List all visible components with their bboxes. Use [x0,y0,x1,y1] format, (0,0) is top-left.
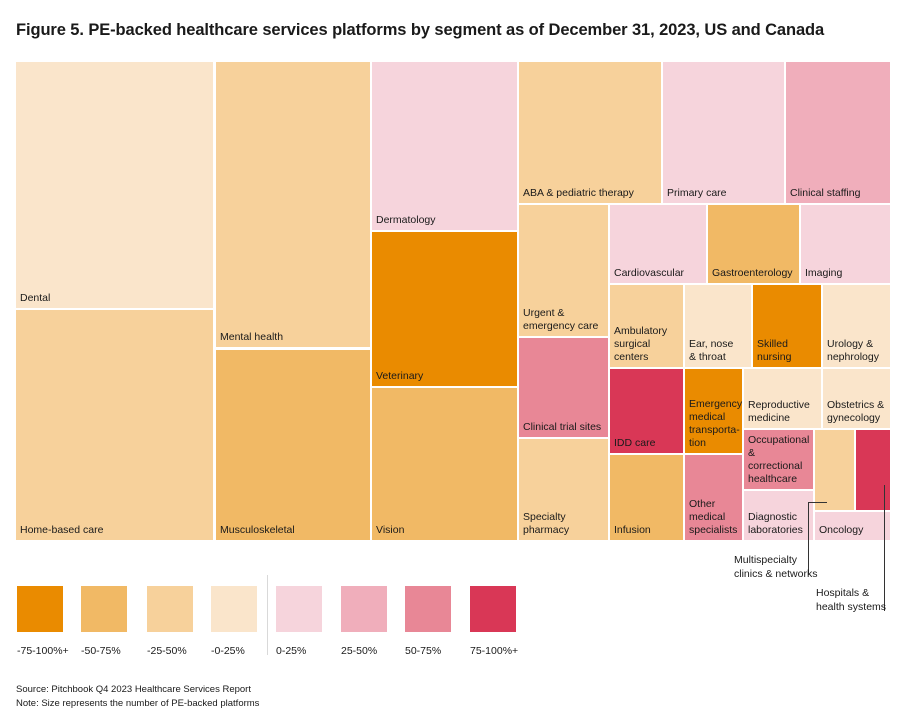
tile-ambulatory-surgical-centers: Ambulatory surgical centers [610,285,683,367]
legend-swatch-75-100 [470,586,516,632]
legend-swatch-0-25 [211,586,257,632]
tile-label: Ear, nose & throat [689,338,734,363]
tile-cardiovascular: Cardiovascular [610,205,706,283]
tile-mental-health: Mental health [216,62,370,347]
tile-dental: Dental [16,62,213,308]
legend-label: 0-25% [276,645,307,657]
legend-label: 75-100%+ [470,645,519,657]
tile-label: Veterinary [376,370,424,382]
tile-label: Reproductive medicine [748,399,810,424]
tile-urgent-emergency-care: Urgent & emergency care [519,205,608,336]
tile-label: Dental [20,292,51,304]
callout-hospitals: Hospitals & health systems [816,587,887,613]
legend-label: -50-75% [81,645,121,657]
tile-label: Clinical staffing [790,187,861,199]
source-note: Source: Pitchbook Q4 2023 Healthcare Ser… [16,684,251,695]
callout-line-multispecialty-v [808,502,809,574]
tile-home-based-care: Home-based care [16,310,213,540]
size-note: Note: Size represents the number of PE-b… [16,698,260,709]
legend-label: -0-25% [211,645,245,657]
tile-obstetrics-gynecology: Obstetrics & gynecology [823,369,890,428]
legend-label: -25-50% [147,645,187,657]
tile-label: Emergency medical transporta- tion [689,398,743,449]
tile-musculoskeletal: Musculoskeletal [216,350,370,540]
tile-label: ABA & pediatric therapy [523,187,634,199]
tile-veterinary: Veterinary [372,232,517,386]
tile-label: Occupational & correctional healthcare [748,434,810,485]
tile-occupational-correctional-healthcare: Occupational & correctional healthcare [744,430,813,489]
tile-reproductive-medicine: Reproductive medicine [744,369,821,428]
tile-label: Mental health [220,331,284,343]
callout-line-multispecialty-h [808,502,827,503]
legend-swatch-25-50 [341,586,387,632]
tile-other-medical-specialists: Other medical specialists [685,455,742,540]
legend-label: 50-75% [405,645,442,657]
tile-urology-nephrology: Urology & nephrology [823,285,890,367]
legend-swatch-75-100 [17,586,63,632]
legend-swatch-50-75 [405,586,451,632]
tile-label: Specialty pharmacy [523,511,570,536]
chart-title: Figure 5. PE-backed healthcare services … [16,21,825,39]
tile-label: Gastroenterology [712,267,793,279]
callout-multispecialty: Multispecialty clinics & networks [734,554,818,580]
tile-label: Musculoskeletal [220,524,295,536]
tile-diagnostic-laboratories: Diagnostic laboratories [744,491,813,540]
tile-emergency-medical-transportation: Emergency medical transporta- tion [685,369,742,453]
tile-specialty-pharmacy: Specialty pharmacy [519,439,608,540]
tile-aba-pediatric-therapy: ABA & pediatric therapy [519,62,661,203]
tile-label: Dermatology [376,214,436,226]
tile-label: Other medical specialists [689,498,738,536]
legend-swatch-50-75 [81,586,127,632]
tile-multispecialty-clinics-networks [815,430,854,510]
tile-oncology: Oncology [815,512,890,540]
tile-label: Cardiovascular [614,267,685,279]
tile-label: Obstetrics & gynecology [827,399,885,424]
tile-label: Ambulatory surgical centers [614,325,668,363]
legend-swatch-0-25 [276,586,322,632]
tile-label: Skilled nursing [757,338,792,363]
legend-label: -75-100%+ [17,645,69,657]
tile-label: Imaging [805,267,843,279]
callout-line-hospitals [884,485,885,611]
tile-dermatology: Dermatology [372,62,517,230]
tile-label: Vision [376,524,405,536]
tile-label: Urgent & emergency care [523,307,599,332]
tile-infusion: Infusion [610,455,683,540]
tile-label: Primary care [667,187,727,199]
tile-label: Diagnostic laboratories [748,511,803,536]
treemap: Dental Home-based care Mental health Muscul… [16,62,890,540]
tile-clinical-staffing: Clinical staffing [786,62,890,203]
tile-label: IDD care [614,437,656,449]
legend-label: 25-50% [341,645,378,657]
tile-imaging: Imaging [801,205,890,283]
tile-vision: Vision [372,388,517,540]
tile-skilled-nursing: Skilled nursing [753,285,821,367]
tile-gastroenterology: Gastroenterology [708,205,799,283]
tile-label: Oncology [819,524,864,536]
tile-idd-care: IDD care [610,369,683,453]
tile-ear-nose-throat: Ear, nose & throat [685,285,751,367]
tile-clinical-trial-sites: Clinical trial sites [519,338,608,437]
tile-label: Infusion [614,524,651,536]
legend-swatch-25-50 [147,586,193,632]
tile-label: Urology & nephrology [827,338,879,363]
tile-label: Home-based care [20,524,104,536]
tile-label: Clinical trial sites [523,421,602,433]
tile-primary-care: Primary care [663,62,784,203]
legend-divider [267,575,268,655]
